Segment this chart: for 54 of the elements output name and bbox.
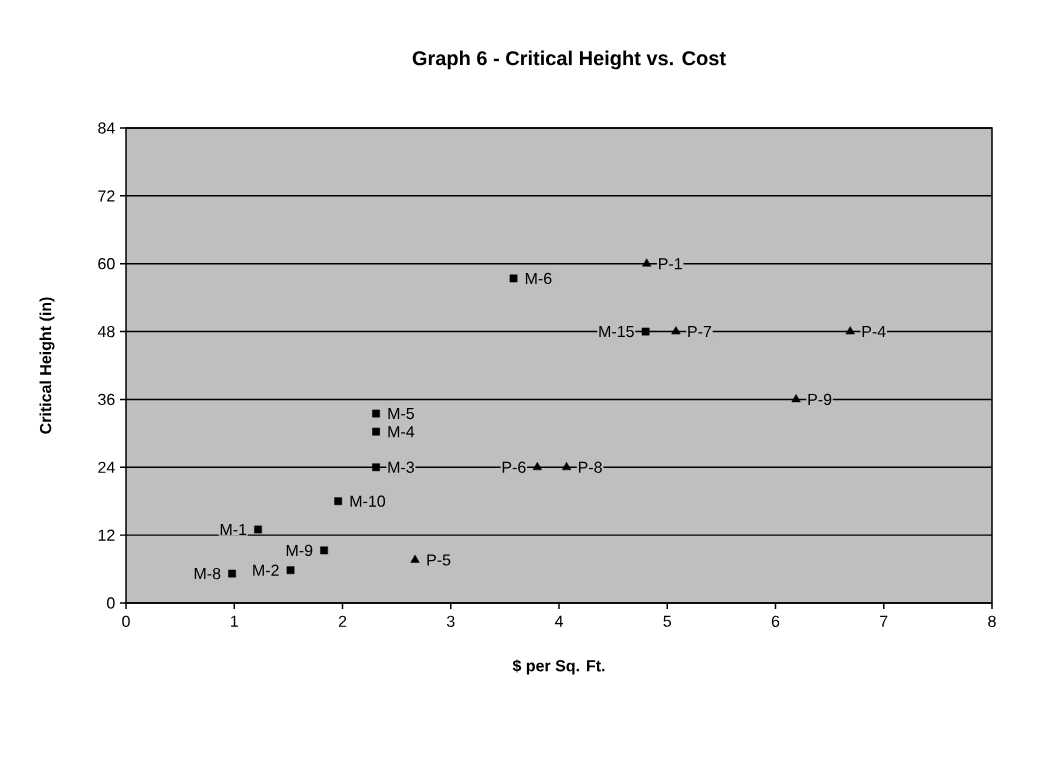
y-tick-label: 36 [98, 393, 115, 406]
chart-title: Graph 6 - Critical Height vs. Cost [412, 50, 726, 70]
point [845, 326, 855, 335]
annotation: P-9 [808, 393, 832, 406]
point [372, 427, 380, 436]
annotation: M-3 [388, 461, 414, 473]
annotation: M-4 [388, 426, 415, 438]
annotation: M-5 [388, 407, 414, 420]
y-tick-label: 24 [98, 461, 115, 473]
annotation: P-7 [688, 326, 712, 338]
annotation: P-1 [659, 258, 682, 270]
point [671, 326, 681, 335]
point [561, 462, 572, 471]
x-axis-title: $ per Sq. Ft. [512, 659, 605, 675]
annotation: M-9 [286, 544, 313, 557]
point [410, 554, 420, 563]
point [509, 274, 518, 283]
annotation: P-6 [502, 461, 526, 473]
x-tick-label: 5 [663, 615, 672, 627]
x-tick-label: 8 [988, 615, 996, 628]
y-tick-label: 72 [98, 190, 115, 202]
y-tick-label: 0 [107, 597, 115, 609]
y-tick-label: 12 [98, 529, 115, 541]
point [372, 463, 380, 472]
annotation: M-10 [350, 495, 386, 507]
point [286, 566, 295, 575]
annotation: P-8 [578, 461, 602, 473]
x-tick-label: 0 [122, 615, 130, 628]
annotation: P-4 [862, 326, 886, 338]
annotation: M-15 [599, 325, 634, 338]
annotation: P-5 [427, 554, 451, 566]
annotation: M-2 [253, 564, 279, 576]
x-tick-label: 3 [446, 615, 455, 628]
point [228, 569, 236, 578]
x-tick-label: 4 [554, 615, 563, 627]
y-tick-label: 60 [98, 258, 115, 270]
point [254, 525, 262, 534]
point [642, 258, 652, 267]
point [641, 327, 650, 336]
annotation: M-6 [525, 272, 552, 285]
point [372, 409, 380, 418]
x-tick-label: 2 [338, 615, 347, 627]
x-tick-label: 1 [231, 615, 238, 627]
point [791, 394, 801, 403]
y-axis-title: Critical Height (in) [39, 297, 55, 434]
y-tick-label: 84 [98, 122, 115, 134]
x-tick-label: 6 [771, 615, 780, 628]
point [334, 497, 343, 506]
x-tick-label: 7 [880, 615, 888, 627]
annotation: M-8 [194, 567, 221, 580]
point [532, 462, 542, 471]
annotation: M-1 [220, 523, 247, 535]
point [320, 546, 328, 555]
y-tick-label: 48 [97, 325, 115, 338]
